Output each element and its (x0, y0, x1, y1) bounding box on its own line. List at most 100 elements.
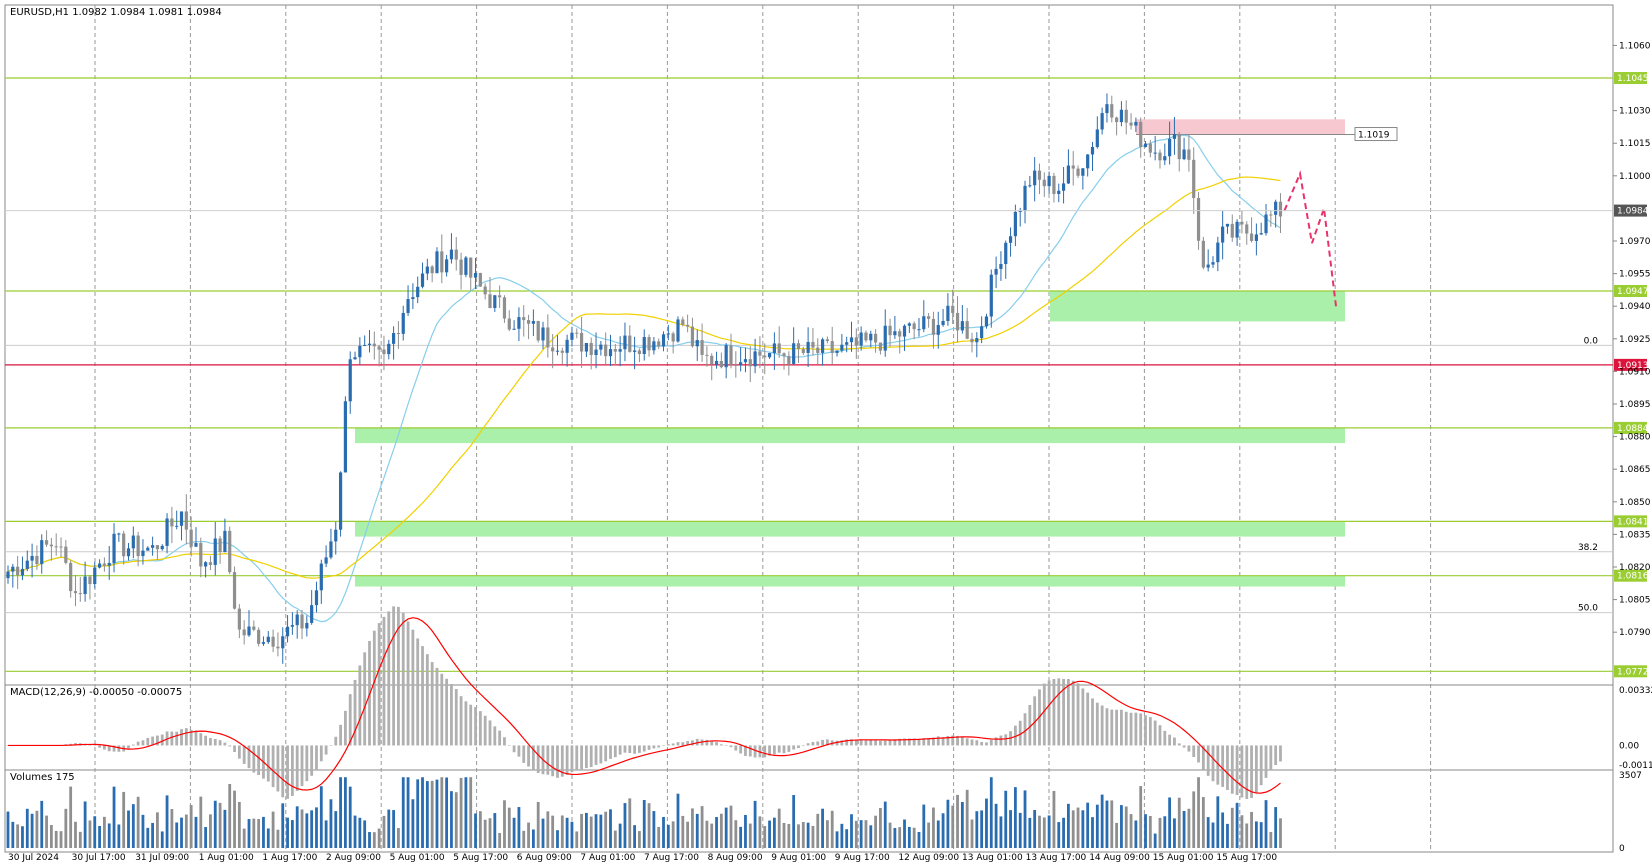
volume-bar (184, 814, 188, 848)
candle-body (204, 562, 208, 567)
candle-body (589, 342, 593, 356)
macd-bar (290, 745, 294, 796)
time-label: 7 Aug 01:00 (580, 853, 635, 862)
macd-bar (676, 742, 680, 746)
volume-bar (199, 796, 203, 848)
macd-bar (252, 745, 256, 773)
volume-bar (344, 777, 347, 848)
macd-bar (425, 654, 429, 746)
volume-bar (1023, 790, 1027, 848)
volume-bar (1158, 817, 1162, 848)
candle-body (946, 305, 950, 321)
volume-bar (237, 801, 241, 848)
macd-bar (744, 745, 747, 756)
macd-bar (666, 744, 670, 746)
candle-body (454, 249, 458, 260)
macd-bar (705, 739, 709, 746)
candle-body (237, 608, 241, 630)
volume-bar (478, 811, 482, 848)
macd-bar (715, 742, 718, 746)
candle-body (777, 343, 781, 354)
macd-bar (763, 745, 767, 758)
projection-line (1283, 170, 1337, 307)
candle-body (1177, 134, 1181, 160)
candle-body (661, 334, 666, 347)
time-label: 1 Aug 01:00 (199, 853, 254, 862)
volume-bar (1250, 811, 1253, 848)
macd-bar (1042, 683, 1046, 746)
volume-bar (372, 832, 376, 848)
volume-bar (54, 830, 58, 848)
macd-bar (536, 745, 540, 773)
volume-bar (821, 808, 824, 848)
volume-bar (772, 817, 776, 848)
volume-bar (1095, 804, 1099, 848)
fib-label: 0.0 (1584, 336, 1599, 346)
candle-body (1013, 211, 1017, 237)
macd-bar (565, 745, 569, 775)
volume-bar (666, 824, 670, 848)
volume-bar (1259, 822, 1263, 848)
macd-bar (1235, 745, 1239, 796)
candle-body (377, 346, 381, 350)
macd-bar (748, 745, 752, 757)
candle-body (97, 563, 102, 568)
volume-bar (382, 815, 386, 848)
macd-bar (344, 710, 347, 746)
candle-body (748, 359, 752, 367)
macd-bar (575, 745, 579, 771)
candle-body (1269, 214, 1273, 216)
macd-bar (1062, 678, 1065, 746)
volume-bar (49, 825, 53, 848)
candle-body (1192, 159, 1196, 198)
candle-body (151, 545, 155, 548)
candle-body (266, 636, 270, 643)
candle-body (965, 321, 969, 339)
macd-bar (1240, 745, 1244, 798)
volume-bar (744, 814, 747, 848)
volume-bar (628, 798, 632, 848)
candle-body (975, 338, 979, 343)
fib-label: 50.0 (1578, 604, 1598, 614)
volume-bar (368, 832, 371, 848)
volume-bar (647, 803, 651, 848)
volume-bar (21, 826, 24, 848)
volume-bar (1211, 822, 1215, 848)
volume-bar (826, 820, 829, 848)
macd-bar (160, 734, 164, 746)
macd-bar (286, 745, 289, 799)
candle-body (560, 350, 564, 353)
macd-bar (406, 621, 410, 746)
macd-bar (440, 673, 444, 746)
volume-bar (127, 810, 130, 848)
volume-bar (1274, 807, 1278, 848)
macd-bar (594, 745, 598, 765)
candle-body (931, 318, 936, 335)
candle-body (854, 337, 858, 346)
volume-bar (358, 817, 362, 848)
candle-body (449, 249, 454, 260)
macd-bar (445, 678, 449, 746)
candle-body (122, 533, 126, 557)
price-tick-label: 1.0940 (1619, 302, 1651, 312)
macd-bar (1115, 709, 1118, 746)
candle-body (1201, 240, 1205, 268)
candle-body (1240, 221, 1244, 225)
volume-bar (440, 777, 444, 848)
candle-body (338, 472, 343, 530)
volume-bar (469, 777, 473, 848)
volume-bar (209, 814, 212, 848)
volume-bar (83, 801, 87, 848)
volume-bar (907, 826, 911, 848)
macd-bar (339, 724, 342, 746)
volume-bar (1067, 803, 1070, 848)
candle-body (281, 636, 285, 649)
level-tag (1614, 665, 1647, 678)
volume-bar (546, 811, 550, 848)
candle-body (531, 321, 535, 324)
macd-bar (864, 740, 868, 746)
volume-bar (242, 828, 246, 848)
volume-bar (686, 821, 690, 848)
macd-bar (228, 745, 232, 747)
